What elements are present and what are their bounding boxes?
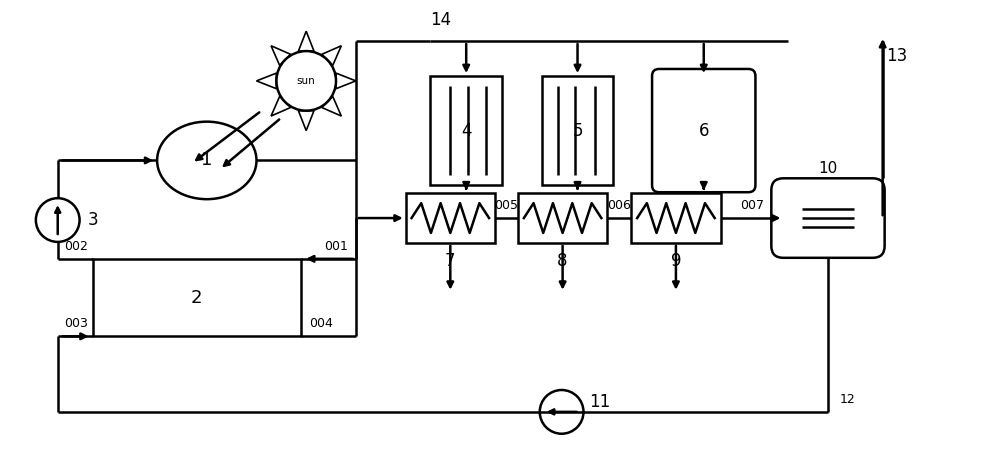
- Text: 14: 14: [430, 11, 452, 29]
- Text: 003: 003: [64, 318, 88, 330]
- Text: 3: 3: [87, 211, 98, 229]
- Text: 2: 2: [191, 288, 203, 307]
- Text: 7: 7: [445, 252, 456, 270]
- Text: 5: 5: [572, 121, 583, 140]
- Text: 12: 12: [840, 393, 856, 406]
- Text: 007: 007: [740, 199, 764, 212]
- Text: sun: sun: [297, 76, 316, 86]
- Text: 13: 13: [886, 47, 907, 65]
- Text: 004: 004: [309, 318, 333, 330]
- Text: 10: 10: [818, 161, 838, 176]
- Text: 006: 006: [607, 199, 631, 212]
- Text: 1: 1: [201, 152, 212, 169]
- Text: 002: 002: [64, 240, 88, 253]
- Text: 11: 11: [589, 393, 610, 411]
- Text: 8: 8: [557, 252, 568, 270]
- Text: 001: 001: [324, 240, 348, 253]
- Text: 005: 005: [494, 199, 518, 212]
- Text: 9: 9: [671, 252, 681, 270]
- Text: 4: 4: [461, 121, 471, 140]
- Text: 6: 6: [698, 121, 709, 140]
